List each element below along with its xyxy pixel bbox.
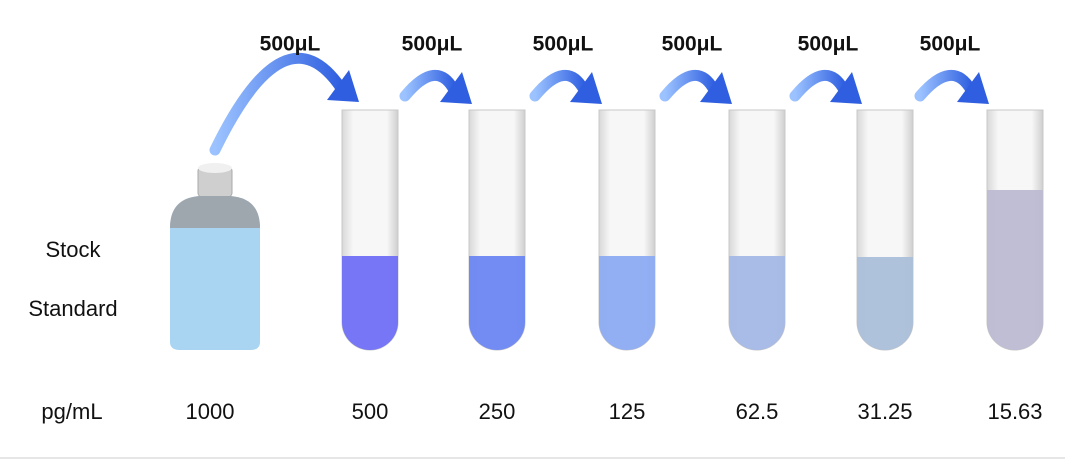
transfer-arrow (914, 69, 977, 102)
transfer-arrow (789, 69, 850, 102)
arrow-head (440, 72, 472, 104)
arrow-head (327, 70, 359, 102)
tube-liquid (342, 256, 398, 350)
unit-label: pg/mL (41, 399, 102, 424)
transfer-arrow (659, 69, 720, 102)
concentration-label: 1000 (186, 399, 235, 424)
stock-label: Stock (45, 237, 101, 262)
arrow-head (830, 72, 862, 104)
volume-label: 500μL (920, 33, 981, 56)
tubes-and-arrows: 500μL 500μL 500μL 500μL 500μL 500μL 1000 500 250… (186, 33, 1044, 424)
transfer-arrow (399, 69, 460, 102)
tube-liquid (469, 256, 525, 350)
volume-label: 500μL (798, 33, 859, 56)
concentration-label: 15.63 (987, 399, 1042, 424)
concentration-label: 500 (352, 399, 389, 424)
tube-liquid (599, 256, 655, 350)
stock-label: Standard (28, 296, 117, 321)
concentration-label: 62.5 (736, 399, 779, 424)
volume-label: 500μL (662, 33, 723, 56)
tube-liquid (987, 190, 1043, 350)
volume-label: 500μL (533, 33, 594, 56)
arrow-head (957, 72, 989, 104)
transfer-arrow (529, 69, 590, 102)
concentration-label: 125 (609, 399, 646, 424)
stock-bottle (170, 163, 260, 350)
arrow-head (700, 72, 732, 104)
volume-label: 500μL (260, 33, 321, 56)
concentration-label: 250 (479, 399, 516, 424)
arrow-head (570, 72, 602, 104)
transfer-arrow (209, 52, 347, 156)
tube-liquid (729, 256, 785, 350)
tube-liquid (857, 257, 913, 350)
concentration-label: 31.25 (857, 399, 912, 424)
volume-label: 500μL (402, 33, 463, 56)
